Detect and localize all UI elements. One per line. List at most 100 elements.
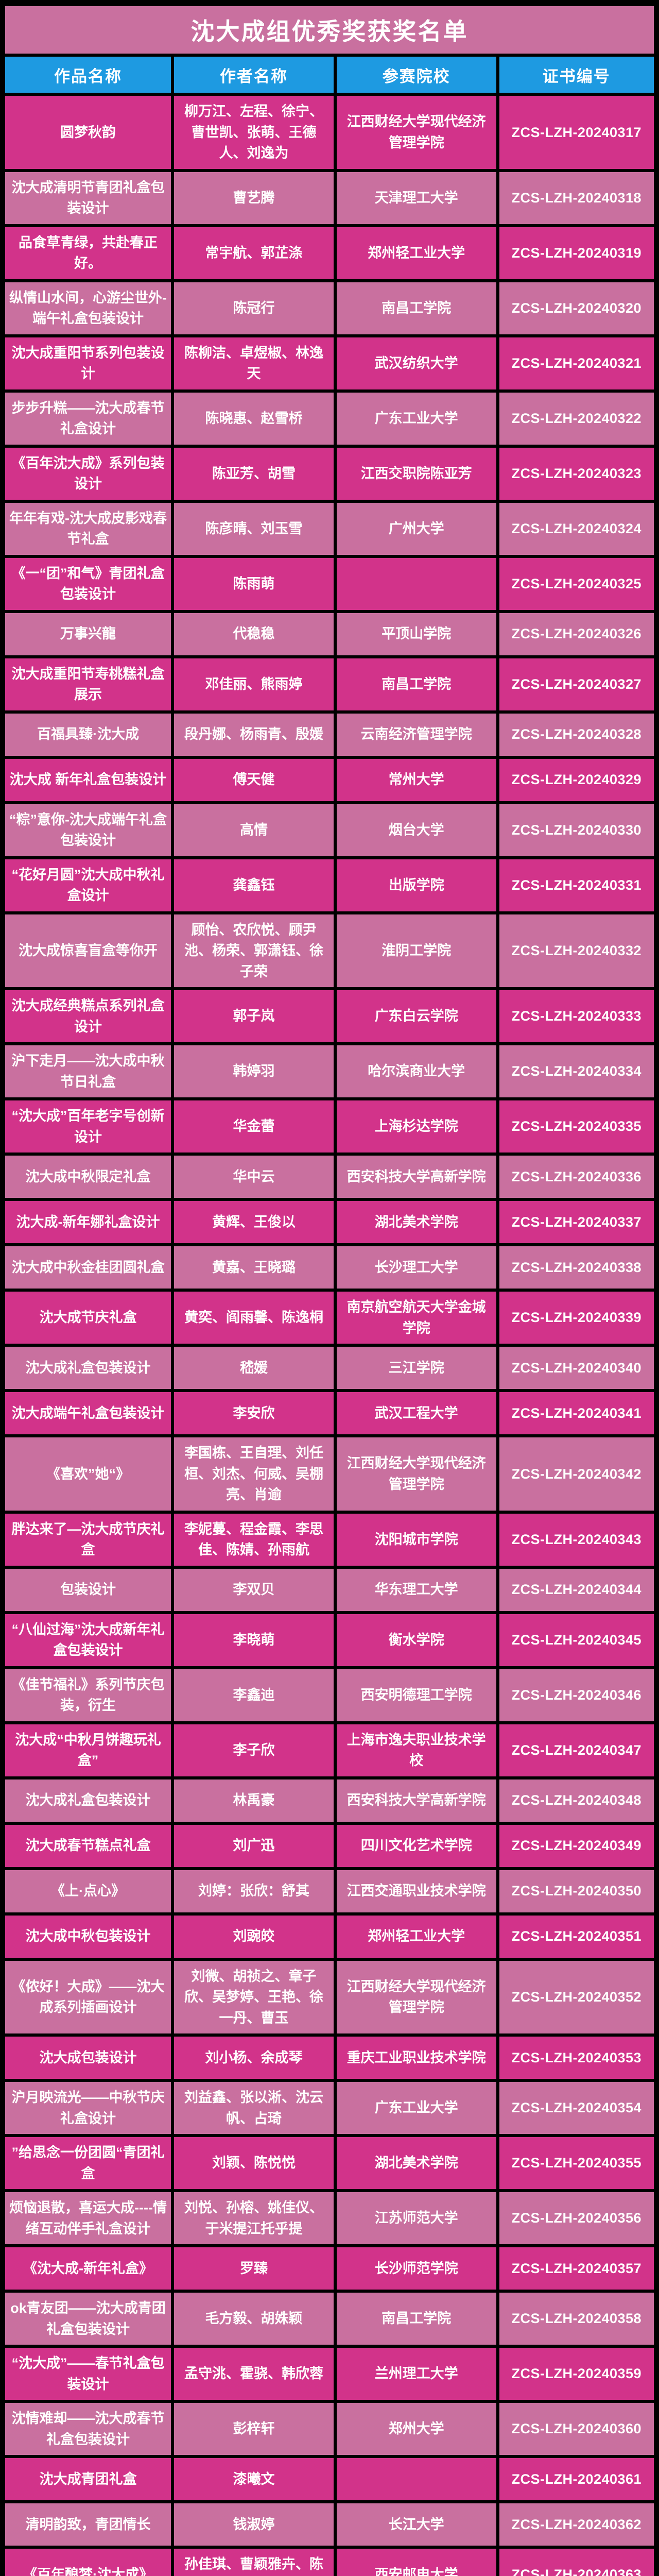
table-row: 《佳节福礼》系列节庆包装，衍生 李鑫迪 西安明德理工学院 ZCS-LZH-202403… xyxy=(5,1669,654,1721)
table-row: 沈大成礼盒包装设计 嵇媛 三江学院 ZCS-LZH-20240340 xyxy=(5,1347,654,1389)
school-cell: 沈阳城市学院 xyxy=(336,1513,496,1566)
table-row: 清明韵致，青团情长 钱淑婷 长江大学 ZCS-LZH-20240362 xyxy=(5,2503,654,2546)
work-title-cell: 沈大成惊喜盲盒等你开 xyxy=(5,914,171,987)
certificate-cell: ZCS-LZH-20240337 xyxy=(499,1201,654,1243)
work-title-cell: 沈大成重阳节寿桃糕礼盒展示 xyxy=(5,658,171,710)
table-row: 沪月映流光——中秋节庆礼盒设计 刘益鑫、张以淅、沈云帆、占琦 广东工业大学 ZCS-L… xyxy=(5,2082,654,2134)
school-cell: 郑州轻工业大学 xyxy=(336,1915,496,1958)
work-title-cell: 沈大成包装设计 xyxy=(5,2037,171,2079)
school-cell xyxy=(336,557,496,610)
school-cell xyxy=(336,2458,496,2500)
school-cell: 上海杉达学院 xyxy=(336,1100,496,1153)
table-row: 《百年酿梦·沈大成》孙佳琪、曹颖雅卉、陈妍西安邮电大学ZCS-LZH-20240… xyxy=(5,2549,654,2576)
work-title-cell: 《一“团”和气》青团礼盒包装设计 xyxy=(5,557,171,610)
certificate-cell: ZCS-LZH-20240345 xyxy=(499,1614,654,1666)
certificate-cell: ZCS-LZH-20240330 xyxy=(499,804,654,856)
school-cell: 三江学院 xyxy=(336,1347,496,1389)
authors-cell: 陈晓惠、赵雪桥 xyxy=(174,392,334,445)
authors-cell: 罗臻 xyxy=(174,2247,334,2290)
school-cell: 淮阴工学院 xyxy=(336,914,496,987)
work-title-cell: 圆梦秋韵 xyxy=(5,96,171,169)
authors-cell: 黄嘉、王晓璐 xyxy=(174,1246,334,1289)
table-row: “八仙过海”沈大成新年礼盒包装设计 李晓萌 衡水学院 ZCS-LZH-20240345 xyxy=(5,1614,654,1666)
school-cell: 广东白云学院 xyxy=(336,990,496,1042)
work-title-cell: “粽”意你-沈大成端午礼盒包装设计 xyxy=(5,804,171,856)
authors-cell: 李妮蔓、程金霞、李思佳、陈婧、孙雨航 xyxy=(174,1513,334,1566)
work-title-cell: 沈大成清明节青团礼盒包装设计 xyxy=(5,172,171,224)
authors-cell: 华金蕾 xyxy=(174,1100,334,1153)
certificate-cell: ZCS-LZH-20240348 xyxy=(499,1779,654,1822)
school-cell: 江西财经大学现代经济管理学院 xyxy=(336,96,496,169)
certificate-cell: ZCS-LZH-20240338 xyxy=(499,1246,654,1289)
certificate-cell: ZCS-LZH-20240321 xyxy=(499,337,654,389)
certificate-cell: ZCS-LZH-20240336 xyxy=(499,1156,654,1198)
work-title-cell: ok青友团——沈大成青团礼盒包装设计 xyxy=(5,2293,171,2345)
certificate-cell: ZCS-LZH-20240340 xyxy=(499,1347,654,1389)
work-title-cell: 沈情难却——沈大成春节礼盒包装设计 xyxy=(5,2403,171,2455)
authors-cell: 刘益鑫、张以淅、沈云帆、占琦 xyxy=(174,2082,334,2134)
work-title-cell: 沈大成礼盒包装设计 xyxy=(5,1779,171,1822)
certificate-cell: ZCS-LZH-20240353 xyxy=(499,2037,654,2079)
table-header-row: 作品名称 作者名称 参赛院校 证书编号 xyxy=(5,57,654,93)
table-row: 沈大成包装设计 刘小杨、余成琴 重庆工业职业技术学院 ZCS-LZH-20240353 xyxy=(5,2037,654,2079)
school-cell: 南昌工学院 xyxy=(336,282,496,334)
work-title-cell: 步步升糕——沈大成春节礼盒设计 xyxy=(5,392,171,445)
work-title-cell: 《侬好！大成》——沈大成系列插画设计 xyxy=(5,1960,171,2033)
work-title-cell: 沈大成-新年娜礼盒设计 xyxy=(5,1201,171,1243)
column-header-school: 参赛院校 xyxy=(336,57,496,93)
school-cell: 郑州轻工业大学 xyxy=(336,227,496,279)
page-title: 沈大成组优秀奖获奖名单 xyxy=(5,6,654,54)
work-title-cell: “花好月圆”沈大成中秋礼盒设计 xyxy=(5,859,171,911)
certificate-cell: ZCS-LZH-20240354 xyxy=(499,2082,654,2134)
work-title-cell: 清明韵致，青团情长 xyxy=(5,2503,171,2546)
authors-cell: 刘颖、陈悦悦 xyxy=(174,2137,334,2189)
work-title-cell: 沈大成节庆礼盒 xyxy=(5,1292,171,1344)
authors-cell: 高情 xyxy=(174,804,334,856)
authors-cell: 曹艺腾 xyxy=(174,172,334,224)
authors-cell: 韩婷羽 xyxy=(174,1045,334,1097)
school-cell: 长江大学 xyxy=(336,2503,496,2546)
work-title-cell: 沈大成中秋限定礼盒 xyxy=(5,1156,171,1198)
school-cell: 西安邮电大学 xyxy=(336,2549,496,2576)
work-title-cell: “沈大成”百年老字号创新设计 xyxy=(5,1100,171,1153)
certificate-cell: ZCS-LZH-20240358 xyxy=(499,2293,654,2345)
authors-cell: 孙佳琪、曹颖雅卉、陈妍 xyxy=(174,2549,334,2576)
certificate-cell: ZCS-LZH-20240335 xyxy=(499,1100,654,1153)
authors-cell: 李晓萌 xyxy=(174,1614,334,1666)
table-row: 沈大成惊喜盲盒等你开 顾怡、农欣悦、顾尹池、杨荣、郭潇钰、徐子荣 淮阴工学院 ZCS-… xyxy=(5,914,654,987)
school-cell: 天津理工大学 xyxy=(336,172,496,224)
work-title-cell: 纵情山水间，心游尘世外-端午礼盒包装设计 xyxy=(5,282,171,334)
certificate-cell: ZCS-LZH-20240325 xyxy=(499,557,654,610)
table-row: 沈大成中秋限定礼盒 华中云 西安科技大学高新学院 ZCS-LZH-20240336 xyxy=(5,1156,654,1198)
authors-cell: 陈彦晴、刘玉雪 xyxy=(174,502,334,555)
work-title-cell: 《佳节福礼》系列节庆包装，衍生 xyxy=(5,1669,171,1721)
table-row: 沈情难却——沈大成春节礼盒包装设计 彭梓轩 郑州大学 ZCS-LZH-20240360 xyxy=(5,2403,654,2455)
authors-cell: 陈冠行 xyxy=(174,282,334,334)
certificate-cell: ZCS-LZH-20240362 xyxy=(499,2503,654,2546)
authors-cell: 刘豌皎 xyxy=(174,1915,334,1958)
table-row: 沈大成 新年礼盒包装设计 傅天健 常州大学 ZCS-LZH-20240329 xyxy=(5,758,654,801)
school-cell: 云南经济管理学院 xyxy=(336,713,496,756)
authors-cell: 黄辉、王俊以 xyxy=(174,1201,334,1243)
authors-cell: 彭梓轩 xyxy=(174,2403,334,2455)
certificate-cell: ZCS-LZH-20240334 xyxy=(499,1045,654,1097)
certificate-cell: ZCS-LZH-20240341 xyxy=(499,1392,654,1434)
certificate-cell: ZCS-LZH-20240357 xyxy=(499,2247,654,2290)
authors-cell: 顾怡、农欣悦、顾尹池、杨荣、郭潇钰、徐子荣 xyxy=(174,914,334,987)
work-title-cell: 《沈大成-新年礼盒》 xyxy=(5,2247,171,2290)
school-cell: 西安明德理工学院 xyxy=(336,1669,496,1721)
work-title-cell: 《喜欢”她“》 xyxy=(5,1437,171,1511)
certificate-cell: ZCS-LZH-20240347 xyxy=(499,1724,654,1776)
table-row: 沈大成重阳节寿桃糕礼盒展示 邓佳丽、熊雨婷 南昌工学院 ZCS-LZH-2024032… xyxy=(5,658,654,710)
column-header-authors: 作者名称 xyxy=(174,57,334,93)
work-title-cell: 品食草青绿，共赴春正好。 xyxy=(5,227,171,279)
table-row: 沈大成中秋包装设计 刘豌皎 郑州轻工业大学 ZCS-LZH-20240351 xyxy=(5,1915,654,1958)
school-cell: 湖北美术学院 xyxy=(336,2137,496,2189)
certificate-cell: ZCS-LZH-20240323 xyxy=(499,447,654,500)
table-row: 沈大成端午礼盒包装设计 李安欣 武汉工程大学 ZCS-LZH-20240341 xyxy=(5,1392,654,1434)
authors-cell: 傅天健 xyxy=(174,758,334,801)
table-row: “粽”意你-沈大成端午礼盒包装设计 高情 烟台大学 ZCS-LZH-20240330 xyxy=(5,804,654,856)
school-cell: 华东理工大学 xyxy=(336,1568,496,1611)
school-cell: 衡水学院 xyxy=(336,1614,496,1666)
